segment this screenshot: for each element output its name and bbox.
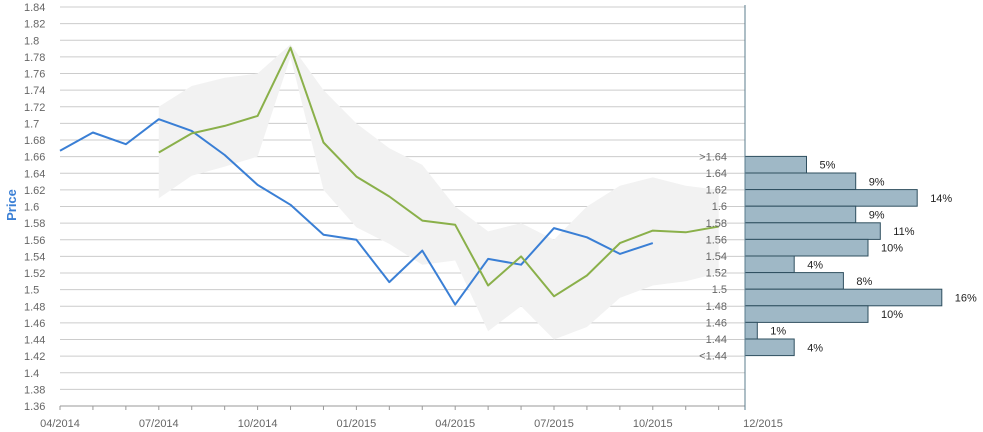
distribution-bar — [744, 155, 807, 174]
distribution-group: >1.64 5% 1.64 9% 1.62 14% 1.6 9% 1.58 11% 1.56 10% 1… — [699, 151, 977, 362]
y-tick-label: 1.68 — [24, 135, 45, 147]
y-tick-label: 1.72 — [24, 102, 45, 114]
y-tick-label: 1.4 — [24, 368, 39, 380]
distribution-bin-label: 1.64 — [706, 168, 727, 180]
y-tick-label: 1.42 — [24, 351, 45, 363]
series-line-2 — [158, 46, 719, 298]
distribution-bar — [744, 205, 857, 224]
distribution-bin-label: 1.6 — [712, 201, 727, 213]
distribution-percent-label: 9% — [869, 176, 885, 188]
distribution-bar — [744, 222, 881, 240]
distribution-bar — [744, 238, 869, 257]
x-tick-label: 10/2014 — [238, 418, 278, 430]
distribution-percent-label: 4% — [807, 342, 823, 354]
y-tick-label: 1.36 — [24, 401, 45, 413]
y-tick-label: 1.76 — [24, 69, 45, 81]
forecast-band — [158, 44, 719, 340]
distribution-bin-label: 1.54 — [706, 251, 727, 263]
y-tick-label: 1.7 — [24, 118, 39, 130]
y-tick-label: 1.58 — [24, 218, 45, 230]
x-tick-label: 04/2015 — [435, 418, 475, 430]
distribution-bin-label: 1.56 — [706, 234, 727, 246]
distribution-bar — [744, 338, 795, 357]
distribution-percent-label: 9% — [869, 210, 885, 222]
y-tick-label: 1.84 — [24, 2, 45, 14]
distribution-bar — [744, 272, 844, 290]
distribution-percent-label: 11% — [893, 226, 914, 238]
distribution-bin-label: 1.5 — [712, 284, 727, 296]
distribution-bar — [744, 321, 758, 340]
x-tick-label: 12/2015 — [743, 418, 783, 430]
distribution-bin-label: 1.46 — [706, 317, 727, 329]
y-tick-label: 1.74 — [24, 85, 45, 97]
y-axis-label: Price — [4, 189, 19, 221]
distribution-bin-label: 1.62 — [706, 185, 727, 197]
distribution-percent-label: 10% — [881, 309, 903, 321]
y-tick-label: 1.48 — [24, 301, 45, 313]
x-tick-label: 10/2015 — [633, 418, 673, 430]
forecast-band-group — [158, 44, 719, 340]
distribution-percent-label: 8% — [856, 276, 872, 288]
distribution-bin-label: >1.64 — [699, 151, 727, 163]
y-tick-label: 1.56 — [24, 235, 45, 247]
distribution-percent-label: 1% — [770, 326, 786, 338]
distribution-bar — [744, 172, 857, 191]
distribution-percent-label: 16% — [955, 293, 977, 305]
y-tick-label: 1.62 — [24, 185, 45, 197]
distribution-percent-label: 14% — [930, 193, 952, 205]
series-lines — [59, 46, 719, 306]
distribution-bin-label: 1.52 — [706, 268, 727, 280]
x-tick-label: 07/2015 — [534, 418, 574, 430]
y-tick-label: 1.64 — [24, 168, 45, 180]
distribution-bar — [744, 305, 869, 323]
y-tick-label: 1.52 — [24, 268, 45, 280]
y-tick-label: 1.5 — [24, 285, 39, 297]
x-tick-label: 01/2015 — [337, 418, 377, 430]
y-tick-label: 1.82 — [24, 19, 45, 31]
series-line-1 — [59, 118, 654, 306]
y-tick-label: 1.54 — [24, 251, 45, 263]
y-tick-label: 1.78 — [24, 52, 45, 64]
distribution-percent-label: 4% — [807, 259, 823, 271]
x-tick-label: 07/2014 — [139, 418, 179, 430]
distribution-bin-label: 1.44 — [706, 334, 727, 346]
distribution-bin-label: 1.58 — [706, 218, 727, 230]
distribution-bar — [744, 255, 795, 274]
distribution-percent-label: 5% — [820, 160, 836, 172]
y-tick-label: 1.8 — [24, 35, 39, 47]
y-tick-label: 1.44 — [24, 335, 45, 347]
x-tick-label: 04/2014 — [40, 418, 80, 430]
distribution-percent-label: 10% — [881, 243, 903, 255]
y-tick-label: 1.46 — [24, 318, 45, 330]
y-tick-label: 1.6 — [24, 202, 39, 214]
distribution-bin-label: 1.48 — [706, 301, 727, 313]
y-tick-label: 1.38 — [24, 384, 45, 396]
y-tick-label: 1.66 — [24, 152, 45, 164]
distribution-bin-label: <1.44 — [699, 351, 727, 363]
axes-group: 1.36 1.38 1.4 1.42 1.44 1.46 1.48 1.5 1.52 1.54 1.… — [24, 2, 783, 430]
distribution-bar — [744, 288, 943, 307]
distribution-bar — [744, 189, 918, 207]
